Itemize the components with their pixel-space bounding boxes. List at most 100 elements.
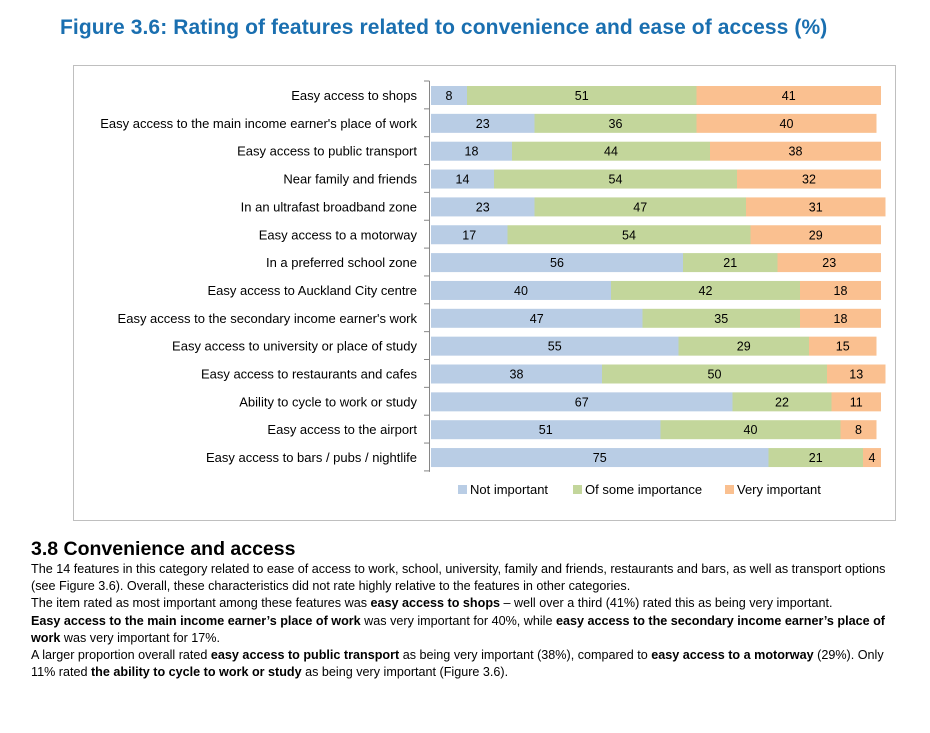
data-label: 51: [539, 423, 553, 437]
data-label: 18: [834, 312, 848, 326]
section-heading: 3.8 Convenience and access: [31, 538, 296, 560]
data-label: 42: [699, 284, 713, 298]
data-label: 14: [456, 173, 470, 187]
bar-segment-of-some-importance: [602, 364, 827, 384]
data-label: 54: [609, 173, 623, 187]
data-label: 50: [708, 368, 722, 382]
bar-segment-very-important: [696, 113, 877, 133]
section-paragraph: A larger proportion overall rated easy a…: [31, 647, 911, 681]
figure-title: Figure 3.6: Rating of features related t…: [60, 16, 828, 39]
body-text: was very important for 40%, while: [360, 613, 556, 628]
category-label: Easy access to public transport: [237, 144, 417, 159]
category-label: Easy access to a motorway: [259, 227, 418, 242]
data-label: 40: [514, 284, 528, 298]
section-3-8: 3.8 Convenience and access The 14 featur…: [31, 537, 911, 681]
data-label: 38: [789, 145, 803, 159]
data-label: 55: [548, 340, 562, 354]
bar-segment-of-some-importance: [512, 141, 710, 161]
bar-segment-of-some-importance: [611, 280, 800, 300]
bar-segment-not-important: [431, 86, 467, 105]
legend-swatch: [725, 485, 734, 494]
category-label: Easy access to shops: [291, 88, 417, 103]
bar-segment-very-important: [863, 448, 881, 468]
data-label: 13: [849, 368, 863, 382]
bar-segment-not-important: [431, 280, 611, 300]
data-label: 40: [744, 423, 758, 437]
bold-text: easy access to public transport: [210, 648, 400, 663]
category-labels: Easy access to shops Easy access to the m…: [100, 88, 417, 465]
bar-segment-not-important: [431, 392, 733, 412]
data-label: 21: [809, 451, 823, 465]
legend-label: Not important: [470, 482, 548, 497]
data-label: 32: [802, 173, 816, 187]
bar-segment-very-important: [750, 225, 881, 245]
stacked-bar-chart: Easy access to shops Easy access to the m…: [100, 80, 886, 497]
section-body: The 14 features in this category related…: [31, 561, 911, 681]
bar-segment-not-important: [431, 448, 769, 468]
category-label: Easy access to bars / pubs / nightlife: [206, 450, 417, 465]
data-label: 41: [782, 89, 796, 103]
data-label: 18: [834, 284, 848, 298]
legend-label: Very important: [737, 482, 821, 497]
body-text: The 14 features in this category related…: [31, 562, 886, 594]
legend-swatch: [573, 485, 582, 494]
body-text: was very important for 17%.: [60, 630, 220, 645]
y-axis: [424, 80, 430, 472]
bar-segment-of-some-importance: [732, 392, 832, 412]
bar-segment-very-important: [710, 141, 881, 161]
category-label: Easy access to the secondary income earn…: [118, 311, 418, 326]
data-label: 51: [575, 89, 589, 103]
category-label: Easy access to Auckland City centre: [207, 283, 417, 298]
bold-text: easy access to shops: [370, 596, 501, 611]
category-label: Near family and friends: [283, 172, 417, 187]
legend-label: Of some importance: [585, 482, 702, 497]
body-text: The item rated as most important among t…: [31, 596, 371, 611]
category-label: Easy access to university or place of st…: [172, 339, 417, 354]
data-label: 17: [462, 228, 476, 242]
section-paragraph: The 14 features in this category related…: [31, 561, 911, 595]
bars: 8 51 41 23 36 40 18 44 38 14 54 32 23 47 31 17 54 29 56 21 2…: [431, 86, 886, 468]
data-label: 75: [593, 451, 607, 465]
data-label: 29: [809, 228, 823, 242]
body-text: (29%). Only 11% rated: [31, 648, 884, 680]
bar-segment-of-some-importance: [660, 420, 841, 440]
data-label: 47: [530, 312, 544, 326]
body-text: as being very important (Figure 3.6).: [301, 665, 509, 680]
bar-segment-of-some-importance: [467, 86, 697, 105]
bar-segment-of-some-importance: [678, 336, 809, 356]
bar-segment-very-important: [800, 308, 881, 328]
bar-segment-of-some-importance: [534, 113, 697, 133]
bar-segment-not-important: [431, 197, 535, 217]
bold-text: the ability to cycle to work or study: [90, 665, 302, 680]
bar-segment-very-important: [746, 197, 886, 217]
bar-segment-of-some-importance: [768, 448, 863, 468]
data-label: 35: [714, 312, 728, 326]
bar-segment-of-some-importance: [683, 253, 778, 273]
bar-segment-not-important: [431, 169, 494, 189]
data-label: 36: [609, 117, 623, 131]
data-label: 4: [869, 451, 876, 465]
body-text: as being very important (38%), compared …: [399, 648, 652, 663]
bar-segment-not-important: [431, 253, 683, 273]
data-label: 18: [465, 145, 479, 159]
bar-segment-very-important: [737, 169, 881, 189]
data-label: 23: [822, 256, 836, 270]
bar-segment-of-some-importance: [494, 169, 737, 189]
section-paragraph: Easy access to the main income earner’s …: [31, 613, 911, 647]
bar-segment-of-some-importance: [642, 308, 800, 328]
bold-text: Easy access to the main income earner’s …: [31, 613, 361, 628]
bar-segment-very-important: [831, 392, 881, 412]
bold-text: easy access to a motorway: [651, 648, 814, 663]
bar-segment-not-important: [431, 336, 679, 356]
bar-segment-very-important: [827, 364, 886, 384]
legend-swatch: [458, 485, 467, 494]
data-label: 11: [850, 395, 863, 409]
category-label: Ability to cycle to work or study: [239, 394, 417, 409]
bold-text: easy access to the secondary income earn…: [31, 613, 885, 645]
chart-frame: [73, 65, 896, 521]
data-label: 40: [780, 117, 794, 131]
bar-segment-not-important: [431, 225, 508, 245]
category-label: Easy access to the airport: [267, 422, 417, 437]
category-label: Easy access to restaurants and cafes: [201, 367, 418, 382]
bar-segment-very-important: [696, 86, 881, 105]
